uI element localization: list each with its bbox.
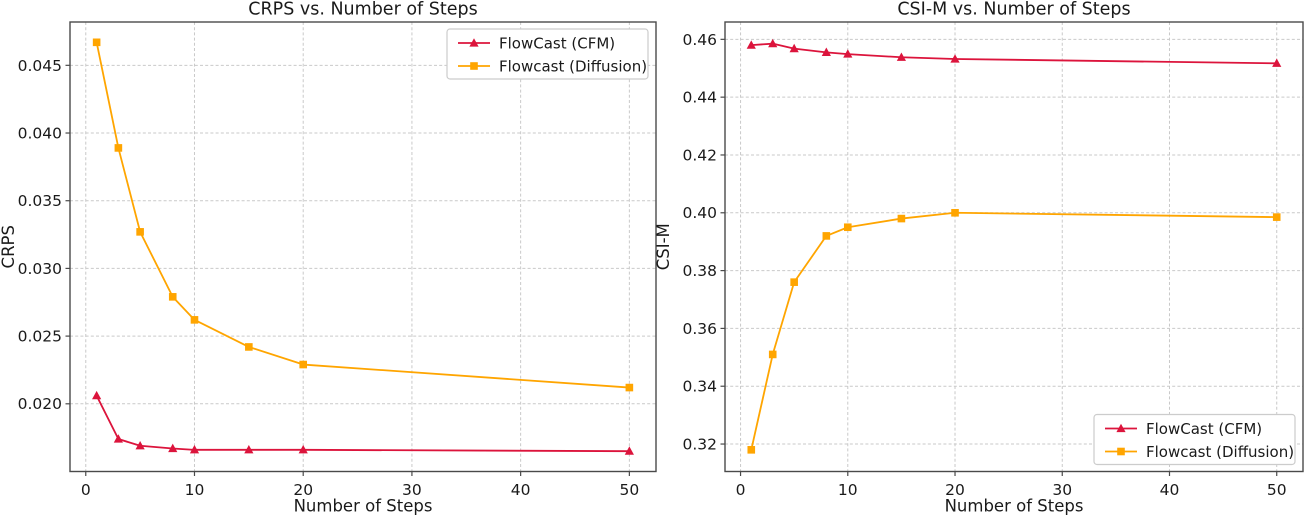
y-tick-label: 0.020 bbox=[18, 395, 62, 413]
triangle-marker bbox=[1116, 423, 1126, 433]
triangle-marker bbox=[896, 52, 907, 61]
x-tick-label: 20 bbox=[293, 481, 313, 499]
triangle-marker bbox=[113, 434, 123, 443]
triangle-marker bbox=[189, 445, 200, 454]
square-marker bbox=[747, 446, 756, 454]
y-tick-label: 0.040 bbox=[18, 124, 62, 142]
triangle-marker bbox=[843, 49, 853, 58]
series-line-cfm bbox=[751, 42, 1277, 65]
y-tick-label: 0.34 bbox=[682, 378, 717, 396]
square-marker bbox=[470, 62, 478, 70]
square-marker bbox=[1117, 447, 1125, 456]
triangle-marker bbox=[768, 38, 778, 48]
x-tick-label: 0 bbox=[81, 481, 91, 499]
y-axis-label: CSI-M bbox=[654, 223, 673, 270]
chart-title: CSI-M vs. Number of Steps bbox=[897, 0, 1130, 20]
square-marker bbox=[790, 278, 798, 286]
legend-label: Flowcast (Diffusion) bbox=[1146, 443, 1294, 461]
x-tick-label: 30 bbox=[402, 481, 422, 499]
y-tick-label: 0.045 bbox=[18, 57, 62, 75]
y-tick-label: 0.46 bbox=[682, 31, 717, 49]
axes-spines bbox=[724, 21, 1304, 473]
square-marker bbox=[190, 316, 199, 324]
y-tick-label: 0.030 bbox=[18, 260, 62, 278]
square-marker bbox=[136, 228, 144, 236]
series-line-diffusion bbox=[95, 42, 630, 389]
x-axis-label: Number of Steps bbox=[294, 497, 433, 516]
triangle-marker bbox=[244, 445, 254, 454]
square-marker bbox=[92, 38, 101, 47]
x-tick-label: 50 bbox=[619, 481, 639, 499]
square-marker bbox=[168, 293, 177, 301]
legend: FlowCast (CFM) Flowcast (Diffusion) bbox=[446, 28, 649, 80]
triangle-marker bbox=[92, 390, 102, 400]
crps-chart: 0 10 20 30 40 50 0.020 0.025 0.030 0.035 0.040 0.04… bbox=[0, 0, 657, 516]
triangle-marker bbox=[135, 440, 145, 450]
y-tick-label: 0.035 bbox=[18, 192, 62, 210]
chart-title: CRPS vs. Number of Steps bbox=[248, 0, 477, 20]
square-marker bbox=[245, 343, 253, 351]
legend-label: FlowCast (CFM) bbox=[1146, 420, 1262, 438]
y-tick-label: 0.38 bbox=[682, 262, 717, 280]
square-marker bbox=[951, 208, 959, 217]
x-tick-label: 0 bbox=[736, 481, 746, 499]
triangle-marker bbox=[746, 40, 756, 49]
square-marker bbox=[822, 232, 831, 240]
x-tick-label: 50 bbox=[1267, 481, 1287, 499]
square-marker bbox=[768, 350, 777, 359]
triangle-marker bbox=[950, 54, 960, 63]
x-axis-label: Number of Steps bbox=[945, 497, 1084, 516]
triangle-marker bbox=[821, 47, 831, 56]
series-line-cfm bbox=[95, 395, 630, 453]
triangle-marker bbox=[789, 43, 799, 53]
triangle-marker bbox=[1272, 58, 1282, 67]
square-marker bbox=[114, 144, 123, 152]
csi-m-chart: 0 10 20 30 40 50 0.32 0.34 0.36 0.38 0.40 0.42 0.44 0… bbox=[654, 0, 1304, 516]
square-marker bbox=[1272, 213, 1281, 221]
x-tick-label: 10 bbox=[185, 481, 205, 499]
x-tick-label: 40 bbox=[1160, 481, 1180, 499]
legend: FlowCast (CFM) Flowcast (Diffusion) bbox=[1093, 413, 1296, 466]
legend-label: Flowcast (Diffusion) bbox=[499, 57, 647, 75]
legend-label: FlowCast (CFM) bbox=[499, 34, 615, 52]
y-tick-label: 0.44 bbox=[682, 89, 717, 107]
square-marker bbox=[843, 223, 852, 232]
legend-box bbox=[446, 28, 649, 80]
triangle-marker bbox=[168, 443, 178, 453]
x-tick-label: 20 bbox=[945, 481, 965, 499]
y-axis-label: CRPS bbox=[0, 225, 18, 268]
square-marker bbox=[299, 360, 308, 369]
x-tick-label: 10 bbox=[838, 481, 858, 499]
y-tick-label: 0.025 bbox=[18, 328, 62, 346]
y-tick-label: 0.40 bbox=[682, 204, 717, 222]
x-tick-label: 30 bbox=[1052, 481, 1072, 499]
y-tick-label: 0.42 bbox=[682, 146, 717, 164]
x-tick-label: 40 bbox=[511, 481, 531, 499]
triangle-marker bbox=[624, 446, 634, 455]
y-tick-label: 0.32 bbox=[682, 435, 717, 453]
axes-spines bbox=[69, 21, 657, 473]
y-tick-label: 0.36 bbox=[682, 320, 717, 338]
triangle-marker bbox=[469, 38, 479, 47]
series-line-diffusion bbox=[750, 211, 1277, 451]
square-marker bbox=[897, 214, 906, 223]
square-marker bbox=[625, 383, 634, 392]
triangle-marker bbox=[298, 445, 308, 454]
legend-box bbox=[1093, 413, 1296, 466]
